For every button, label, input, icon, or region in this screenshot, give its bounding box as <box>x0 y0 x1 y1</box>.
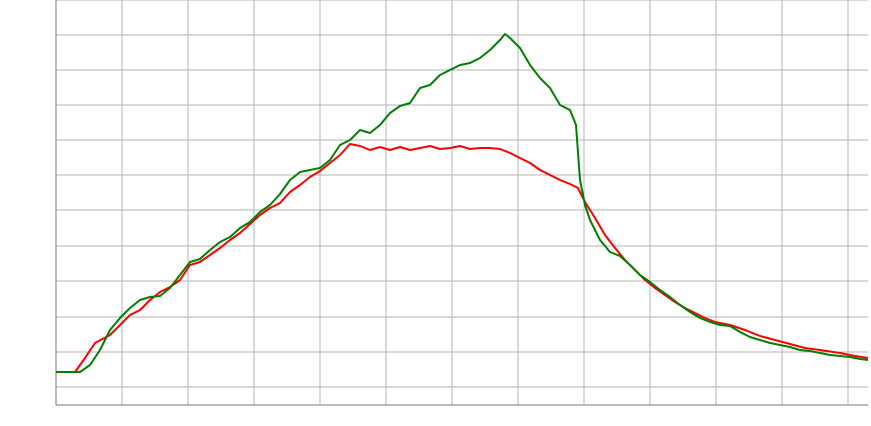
data-line <box>56 33 869 373</box>
data-line <box>56 143 869 373</box>
